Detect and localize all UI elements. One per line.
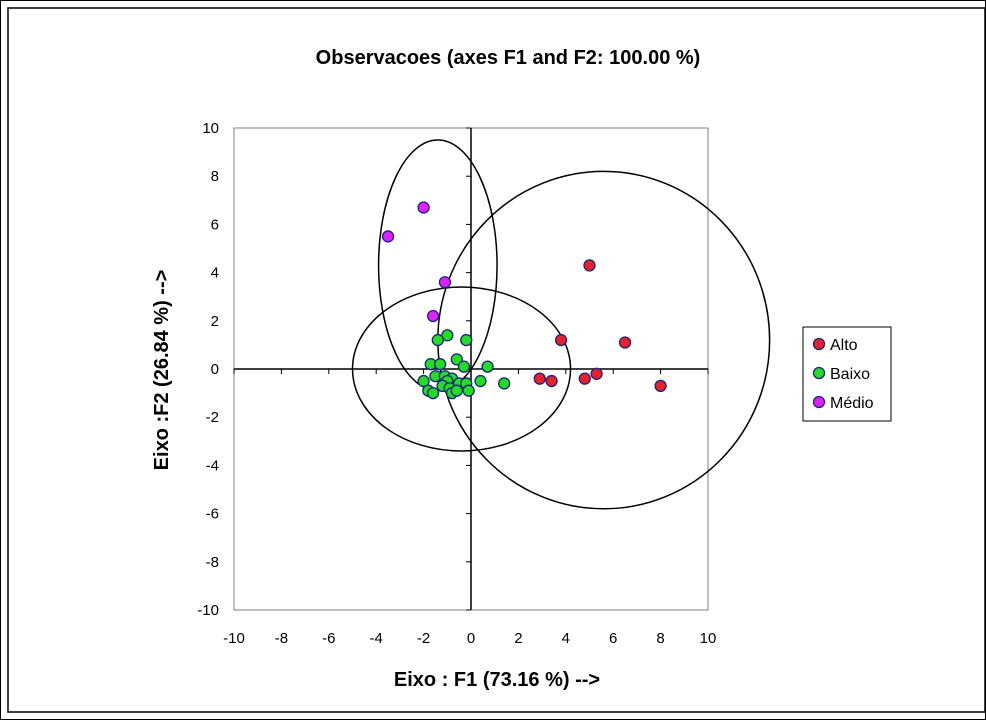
x-tick-label: -2 (417, 630, 430, 647)
legend-label-alto: Alto (830, 337, 858, 354)
y-tick-label: 2 (211, 313, 219, 330)
x-tick-label: -4 (370, 630, 383, 647)
point-baixo (450, 353, 463, 366)
x-tick-label: 0 (467, 630, 475, 647)
legend-label-medio: Médio (830, 395, 874, 412)
y-tick-label: 6 (211, 216, 219, 233)
y-tick-label: -8 (206, 554, 219, 571)
x-tick-label: 8 (656, 630, 664, 647)
point-baixo (498, 377, 511, 390)
point-baixo (457, 360, 471, 373)
point-alto (578, 372, 591, 385)
y-axis-label: Eixo :F2 (26.84 %) --> (151, 270, 173, 471)
legend-marker-alto (812, 337, 826, 351)
inner-border (7, 7, 986, 713)
point-medio (426, 309, 440, 323)
x-tick-label: -8 (275, 630, 288, 647)
point-alto (618, 336, 632, 349)
x-tick-label: 4 (562, 630, 570, 647)
point-baixo (434, 358, 447, 371)
point-baixo (450, 384, 463, 397)
point-baixo (417, 374, 430, 388)
point-medio (417, 201, 430, 214)
y-tick-label: 8 (211, 168, 219, 185)
point-alto (533, 372, 546, 385)
y-tick-label: -4 (206, 457, 219, 474)
legend-marker-medio (812, 395, 826, 409)
point-baixo (481, 360, 494, 373)
point-baixo (441, 329, 454, 342)
chart-title: Observacoes (axes F1 and F2: 100.00 %) (316, 47, 701, 69)
axes: -10 -8 -6 -4 -2 0 2 4 6 8 10 -10 -8 -6 -4 -2 0 2 4 6 8 10 (197, 120, 716, 647)
point-alto (654, 379, 667, 393)
point-medio (381, 230, 395, 243)
data-points (381, 201, 667, 400)
point-alto (583, 259, 596, 272)
x-tick-label: 10 (700, 630, 717, 647)
legend-marker-baixo (812, 366, 826, 380)
cluster-ellipse (351, 286, 572, 452)
x-tick-label: -6 (322, 630, 335, 647)
point-baixo (462, 384, 475, 397)
x-tick-label: -10 (223, 630, 245, 647)
y-tick-label: -6 (206, 506, 219, 523)
x-axis-label: Eixo : F1 (73.16 %) --> (394, 669, 600, 691)
x-tick-label: 6 (609, 630, 617, 647)
y-tick-label: 10 (202, 120, 219, 137)
point-alto (545, 374, 558, 388)
point-baixo (431, 333, 444, 347)
legend: Alto Baixo Médio (802, 326, 892, 422)
x-tick-label: 2 (514, 630, 522, 647)
point-baixo (460, 333, 473, 347)
y-tick-label: -10 (197, 602, 219, 619)
point-baixo (474, 374, 487, 388)
point-alto (554, 333, 568, 347)
point-baixo (426, 386, 440, 400)
y-tick-label: 0 (211, 361, 219, 378)
y-tick-label: -2 (206, 409, 219, 426)
point-medio (438, 276, 452, 289)
point-alto (590, 367, 603, 380)
legend-label-baixo: Baixo (830, 366, 870, 383)
y-tick-label: 4 (211, 265, 219, 282)
